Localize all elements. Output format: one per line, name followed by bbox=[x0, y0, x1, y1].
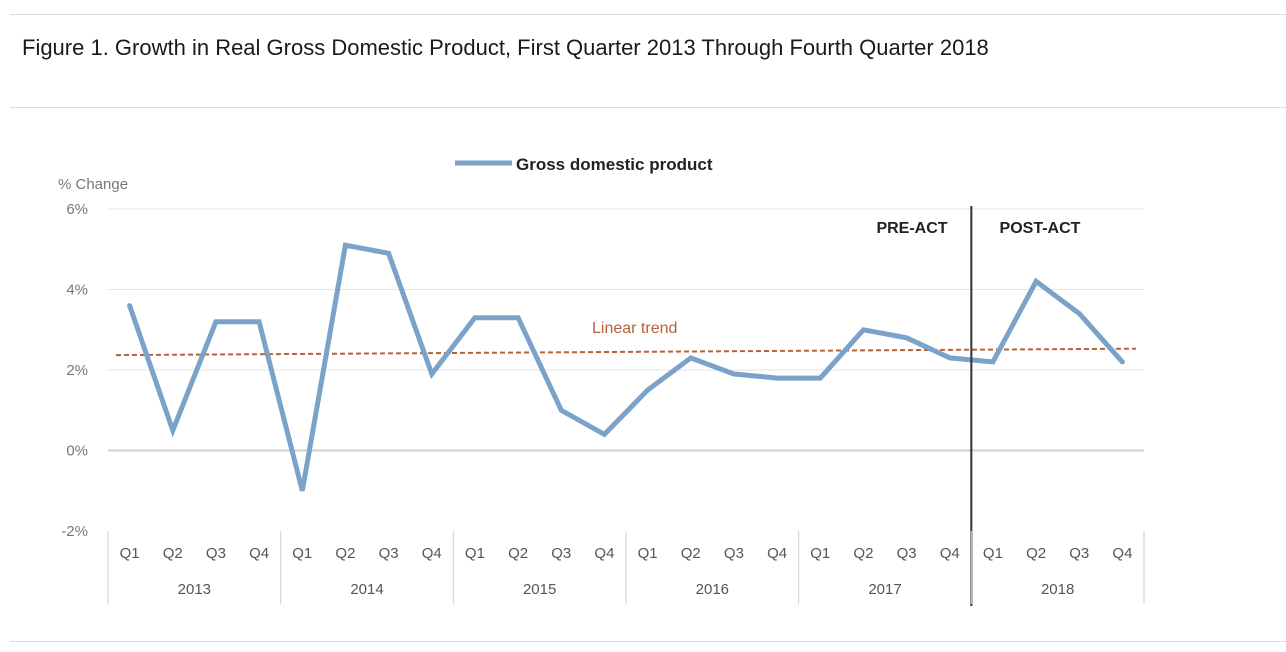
quarter-label: Q4 bbox=[940, 545, 960, 562]
data-point bbox=[560, 409, 562, 411]
y-axis-label: % Change bbox=[58, 176, 128, 193]
data-point bbox=[258, 321, 260, 323]
year-label: 2015 bbox=[523, 581, 556, 598]
quarter-label: Q1 bbox=[983, 545, 1003, 562]
year-label: 2013 bbox=[178, 581, 211, 598]
data-point bbox=[906, 337, 908, 339]
data-point bbox=[344, 244, 346, 246]
quarter-label: Q1 bbox=[638, 545, 658, 562]
data-point bbox=[1078, 313, 1080, 315]
quarter-label: Q2 bbox=[335, 545, 355, 562]
quarter-label: Q3 bbox=[551, 545, 571, 562]
quarter-label: Q1 bbox=[292, 545, 312, 562]
y-tick-label: -2% bbox=[61, 523, 88, 540]
legend-label: Gross domestic product bbox=[516, 155, 713, 174]
data-point bbox=[862, 329, 864, 331]
quarter-label: Q1 bbox=[120, 545, 140, 562]
title-rule bbox=[10, 107, 1286, 108]
bottom-rule bbox=[10, 641, 1286, 642]
quarter-label: Q4 bbox=[767, 545, 787, 562]
legend: Gross domestic product bbox=[455, 155, 713, 174]
data-point bbox=[1035, 280, 1037, 282]
quarter-label: Q4 bbox=[422, 545, 442, 562]
year-label: 2016 bbox=[696, 581, 729, 598]
x-axis: Q1 Q2 Q3 Q4 Q1 Q2 Q3 Q4 Q1 Q2 Q3 Q4 Q1 Q2 Q3 Q4 Q1 Q2 Q3 Q4… bbox=[107, 531, 1145, 604]
trend-line bbox=[115, 347, 1137, 357]
data-point bbox=[647, 389, 649, 391]
gdp-line-chart: 6% 4% 2% 0% -2% % Change Gross domestic prod… bbox=[58, 155, 1145, 606]
data-point bbox=[690, 357, 692, 359]
quarter-label: Q3 bbox=[206, 545, 226, 562]
data-point bbox=[474, 317, 476, 319]
quarter-label: Q4 bbox=[249, 545, 269, 562]
data-point bbox=[215, 321, 217, 323]
data-point bbox=[992, 361, 994, 363]
pre-act-label: PRE-ACT bbox=[876, 220, 947, 237]
data-point bbox=[949, 357, 951, 359]
gdp-series bbox=[127, 242, 1125, 492]
quarter-label: Q3 bbox=[724, 545, 744, 562]
quarter-label: Q3 bbox=[897, 545, 917, 562]
quarter-label: Q2 bbox=[1026, 545, 1046, 562]
data-point bbox=[129, 305, 131, 307]
data-point bbox=[776, 377, 778, 379]
y-tick-label: 6% bbox=[66, 201, 88, 218]
gdp-series-line bbox=[127, 242, 1125, 492]
year-label: 2017 bbox=[868, 581, 901, 598]
post-act-label: POST-ACT bbox=[1000, 220, 1081, 237]
trend-label: Linear trend bbox=[592, 320, 677, 337]
quarter-label: Q2 bbox=[163, 545, 183, 562]
top-rule bbox=[10, 14, 1286, 15]
y-axis-ticks: 6% 4% 2% 0% -2% bbox=[61, 201, 88, 540]
quarter-label: Q1 bbox=[465, 545, 485, 562]
quarter-label: Q1 bbox=[810, 545, 830, 562]
linear-trend bbox=[115, 347, 1137, 357]
y-tick-label: 4% bbox=[66, 282, 88, 299]
data-point bbox=[517, 317, 519, 319]
data-point bbox=[301, 490, 303, 492]
quarter-label: Q4 bbox=[1112, 545, 1132, 562]
year-label: 2014 bbox=[350, 581, 383, 598]
data-point bbox=[172, 429, 174, 431]
data-point bbox=[819, 377, 821, 379]
quarter-label: Q3 bbox=[379, 545, 399, 562]
data-point bbox=[603, 433, 605, 435]
data-point bbox=[1121, 361, 1123, 363]
quarter-label: Q2 bbox=[853, 545, 873, 562]
quarter-label: Q2 bbox=[508, 545, 528, 562]
data-point bbox=[733, 373, 735, 375]
y-tick-label: 0% bbox=[66, 443, 88, 460]
data-point bbox=[431, 373, 433, 375]
year-label: 2018 bbox=[1041, 581, 1074, 598]
quarter-label: Q2 bbox=[681, 545, 701, 562]
quarter-label: Q3 bbox=[1069, 545, 1089, 562]
y-tick-label: 2% bbox=[66, 362, 88, 379]
quarter-label: Q4 bbox=[594, 545, 614, 562]
data-point bbox=[388, 252, 390, 254]
figure-title: Figure 1. Growth in Real Gross Domestic … bbox=[22, 35, 989, 60]
